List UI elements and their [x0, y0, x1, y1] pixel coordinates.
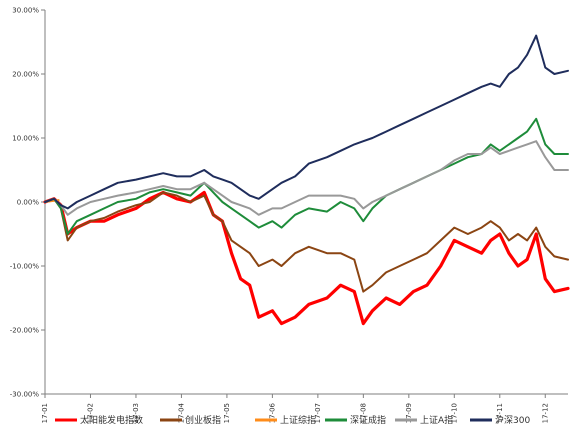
x-tick-label: 17-07 — [314, 403, 322, 423]
y-axis-ticks: 30.00% 20.00% 10.00% 0.00% -10.00% -20.00% -30… — [10, 7, 45, 399]
legend-label: 太阳能发电指数 — [80, 414, 143, 426]
series-line-4 — [44, 140, 569, 216]
x-tick-label: 17-09 — [405, 403, 413, 423]
x-axis-ticks: 17-01 17-02 17-03 17-04 17-05 17-06 17-07 17-08… — [41, 394, 549, 423]
legend-label: 上证综指 — [280, 414, 316, 426]
series-line-0 — [43, 190, 570, 326]
x-tick-label: 17-03 — [132, 403, 140, 423]
legend-label: 沪深300 — [495, 414, 530, 426]
x-tick-label: 17-05 — [223, 403, 231, 423]
series-line-5 — [44, 34, 569, 210]
series-line-3 — [44, 117, 569, 235]
y-tick-label: -10.00% — [10, 263, 40, 271]
legend-label: 深证成指 — [350, 414, 386, 426]
x-tick-label: 17-06 — [268, 402, 276, 423]
y-tick-label: 30.00% — [12, 7, 39, 15]
series-layer — [43, 34, 570, 326]
y-tick-label: 10.00% — [12, 135, 39, 143]
y-tick-label: -30.00% — [10, 391, 40, 399]
x-tick-label: 17-01 — [41, 403, 49, 423]
x-tick-label: 17-11 — [496, 403, 504, 423]
legend: 太阳能发电指数 创业板指 上证综指 深证成指 上证A指 沪深300 — [55, 414, 530, 426]
legend-label: 上证A指 — [420, 414, 453, 426]
x-tick-label: 17-08 — [359, 403, 367, 423]
x-tick-label: 17-04 — [177, 402, 185, 423]
legend-label: 创业板指 — [185, 414, 221, 426]
y-tick-label: 20.00% — [12, 71, 39, 79]
x-tick-label: 17-12 — [541, 403, 549, 423]
y-tick-label: 0.00% — [17, 199, 40, 207]
series-line-1 — [44, 191, 569, 293]
x-tick-label: 17-02 — [86, 403, 94, 423]
y-tick-label: -20.00% — [10, 327, 40, 335]
x-tick-label: 17-10 — [450, 403, 458, 423]
